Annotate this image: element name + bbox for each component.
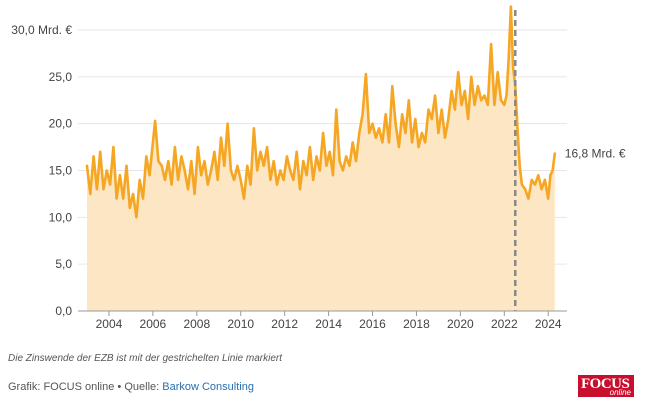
x-tick-label: 2024 [535,317,562,331]
labels: 0,0 5,0 10,0 15,0 20,0 25,0 30,0 Mrd. € 2004 200… [11,23,626,331]
end-value-label: 16,8 Mrd. € [565,147,626,161]
x-tick-label: 2004 [96,317,123,331]
x-tick-label: 2012 [271,317,298,331]
y-tick-label: 10,0 [49,210,73,224]
y-tick-label: 30,0 Mrd. € [11,23,72,37]
logo-title: FOCUS [581,376,630,392]
y-tick-label: 15,0 [49,164,73,178]
credit-prefix: Grafik: FOCUS online • Quelle: [8,381,163,393]
series-line-layer [85,5,557,219]
x-tick-label: 2022 [491,317,518,331]
chart-credit: Grafik: FOCUS online • Quelle: Barkow Co… [8,381,254,393]
y-tick-label: 0,0 [55,304,72,318]
x-tick-label: 2006 [140,317,167,331]
logo-subtitle: online [609,388,631,397]
y-tick-label: 20,0 [49,117,73,131]
x-tick-label: 2018 [403,317,430,331]
chart-note: Die Zinswende der EZB ist mit der gestri… [8,353,282,364]
x-tick-label: 2014 [315,317,342,331]
axes [78,310,567,316]
x-tick-label: 2020 [447,317,474,331]
x-tick-label: 2016 [359,317,386,331]
x-tick-label: 2008 [183,317,210,331]
source-link[interactable]: Barkow Consulting [162,381,254,393]
y-tick-label: 5,0 [55,257,72,271]
series-line [85,5,557,219]
y-tick-label: 25,0 [49,70,73,84]
x-tick-label: 2010 [227,317,254,331]
focus-online-logo: FOCUS online [578,375,634,397]
